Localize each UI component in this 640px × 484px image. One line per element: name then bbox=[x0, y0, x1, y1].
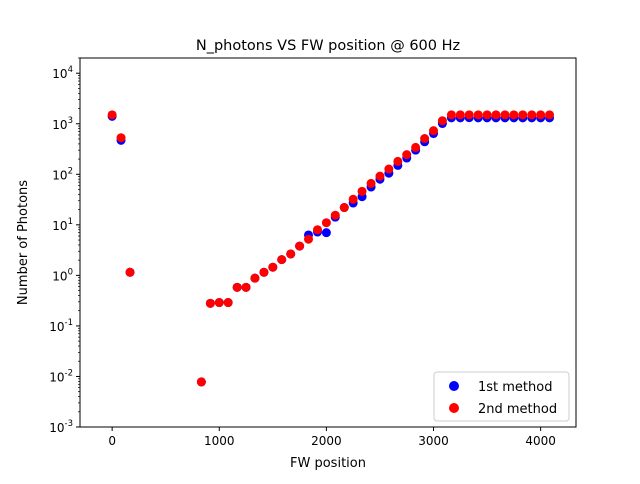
data-point bbox=[437, 116, 447, 126]
data-point bbox=[241, 282, 251, 292]
data-point bbox=[393, 156, 403, 166]
x-axis-label: FW position bbox=[290, 456, 366, 471]
data-point bbox=[509, 110, 519, 120]
data-point bbox=[536, 110, 546, 120]
data-point bbox=[330, 210, 340, 220]
data-point bbox=[411, 142, 421, 152]
chart-title: N_photons VS FW position @ 600 Hz bbox=[196, 38, 460, 54]
legend-marker-1st-method bbox=[449, 381, 459, 391]
y-axis: 10-3 10-2 10-1 100 101 102 103 104 bbox=[49, 57, 80, 435]
data-point bbox=[223, 298, 233, 308]
data-point bbox=[375, 171, 385, 181]
data-point bbox=[116, 133, 126, 143]
legend-box bbox=[433, 371, 570, 422]
data-point bbox=[429, 126, 439, 136]
data-point bbox=[464, 110, 474, 120]
points-layer bbox=[107, 110, 555, 387]
data-point bbox=[348, 194, 358, 204]
data-point bbox=[250, 273, 260, 283]
y-tick-label: 102 bbox=[52, 166, 73, 182]
data-point bbox=[295, 241, 305, 251]
data-point bbox=[357, 186, 367, 196]
data-point bbox=[420, 134, 430, 144]
data-point bbox=[321, 228, 331, 238]
data-point bbox=[527, 110, 537, 120]
data-point bbox=[366, 178, 376, 188]
data-point bbox=[286, 249, 296, 259]
data-point bbox=[321, 218, 331, 228]
data-point bbox=[277, 255, 287, 265]
y-tick-label: 10-3 bbox=[49, 419, 73, 435]
data-point bbox=[482, 110, 492, 120]
data-point bbox=[455, 110, 465, 120]
y-tick-label: 101 bbox=[52, 217, 73, 233]
x-tick-label: 4000 bbox=[525, 434, 556, 448]
data-point bbox=[339, 203, 349, 213]
legend-label-2nd-method: 2nd method bbox=[478, 402, 557, 417]
axes-frame bbox=[79, 57, 577, 428]
legend: 1st method 2nd method bbox=[433, 371, 570, 422]
y-tick-label: 104 bbox=[52, 65, 73, 81]
data-point bbox=[268, 262, 278, 272]
data-point bbox=[402, 150, 412, 160]
y-tick-label: 10-1 bbox=[49, 318, 73, 334]
data-point bbox=[384, 164, 394, 174]
y-tick-label: 103 bbox=[52, 116, 73, 132]
data-point bbox=[545, 110, 555, 120]
data-point bbox=[259, 267, 269, 277]
y-axis-label: Number of Photons bbox=[16, 180, 31, 305]
data-point bbox=[205, 298, 215, 308]
data-point bbox=[446, 110, 456, 120]
plot-area bbox=[79, 57, 577, 428]
data-point bbox=[500, 110, 510, 120]
x-tick-label: 3000 bbox=[418, 434, 449, 448]
series-2 bbox=[107, 110, 555, 387]
legend-label-1st-method: 1st method bbox=[478, 380, 552, 395]
data-point bbox=[214, 298, 224, 308]
x-axis: 0 1000 2000 3000 4000 bbox=[108, 427, 556, 448]
y-tick-label: 100 bbox=[52, 267, 73, 283]
data-point bbox=[473, 110, 483, 120]
x-tick-label: 2000 bbox=[311, 434, 342, 448]
data-point bbox=[125, 267, 135, 277]
x-tick-label: 1000 bbox=[204, 434, 235, 448]
x-tick-label: 0 bbox=[108, 434, 116, 448]
data-point bbox=[491, 110, 501, 120]
data-point bbox=[232, 282, 242, 292]
data-point bbox=[518, 110, 528, 120]
data-point bbox=[313, 225, 322, 235]
data-point bbox=[304, 234, 313, 244]
data-point bbox=[196, 377, 206, 387]
y-tick-label: 10-2 bbox=[49, 368, 73, 384]
legend-marker-2nd-method bbox=[449, 403, 459, 413]
data-point bbox=[107, 110, 117, 120]
